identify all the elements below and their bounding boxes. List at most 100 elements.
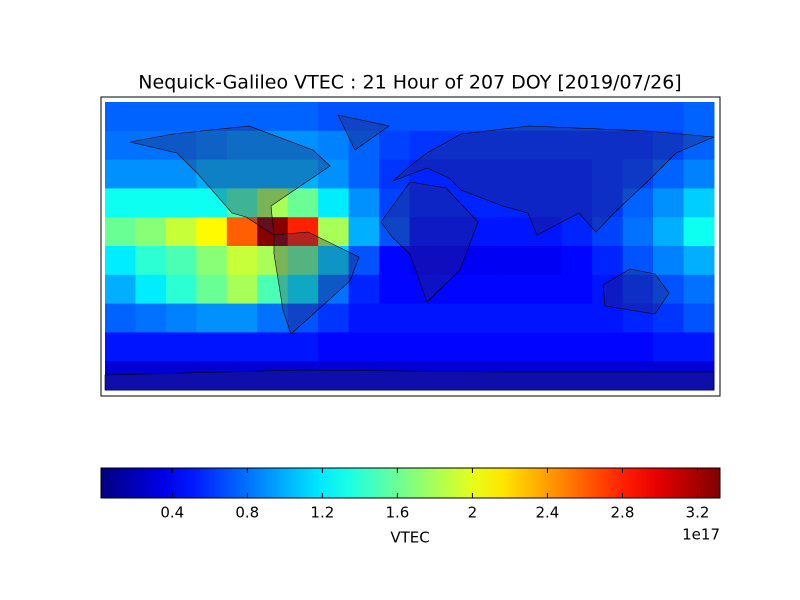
cell [439,130,471,161]
cell [622,303,654,333]
offset-label: 1e17 [682,526,720,544]
cell [653,102,685,132]
cell [226,159,258,189]
cell [348,102,380,132]
cell [592,102,624,132]
colorbar-tick-label: 0.8 [235,504,259,522]
cell [683,217,715,247]
cell [439,246,471,276]
cell [409,159,441,189]
cell [226,217,258,247]
cell [135,188,167,218]
australia [602,268,670,315]
cell [105,130,136,161]
cell [683,332,715,362]
cell [135,130,167,161]
cell [105,332,136,362]
cell [561,361,593,391]
cell [196,332,228,362]
colorbar-label: VTEC [390,529,429,547]
cell [135,332,167,362]
cell [257,246,289,276]
cell [531,217,563,247]
cell [470,361,502,391]
cell [379,246,410,276]
north-america [129,125,331,236]
cell [561,246,593,276]
cell [470,102,502,132]
cell [165,130,197,161]
cell [257,188,289,218]
cell [531,159,563,189]
cell [105,246,136,276]
cell [409,274,441,305]
cell [318,217,350,247]
cell [592,188,624,218]
cell [653,217,685,247]
cell [348,274,380,305]
south-america [273,231,360,335]
cell [196,102,228,132]
cell [561,188,593,218]
cell [348,130,380,161]
cell [196,274,228,305]
cell [653,361,685,391]
cell [409,332,441,362]
cell [257,159,289,189]
continents [104,114,715,391]
colorbar-tick-label: 2 [468,504,478,522]
cell [379,274,410,305]
cell [379,217,410,247]
cell [318,246,350,276]
cell [135,274,167,305]
cell [561,303,593,333]
cell [165,303,197,333]
cell [653,159,685,189]
cell [165,332,197,362]
antarctica [104,369,715,391]
cell [318,188,350,218]
cell [470,246,502,276]
cell [470,159,502,189]
cell [439,303,471,333]
cell [561,159,593,189]
cell [226,246,258,276]
cell [226,303,258,333]
cell [165,246,197,276]
cell [409,188,441,218]
cell [226,274,258,305]
cell [409,303,441,333]
cell [653,332,685,362]
cell [653,246,685,276]
cell [409,102,441,132]
cell [105,217,136,247]
cell [226,361,258,391]
cell [531,274,563,305]
africa [380,181,479,303]
cell [531,303,563,333]
cell [287,332,319,362]
cell [379,102,410,132]
cell [105,361,136,391]
cell [196,130,228,161]
cell [135,361,167,391]
cell [196,159,228,189]
colorbar-tick-label: 0.4 [160,504,184,522]
cell [348,332,380,362]
cell [683,246,715,276]
cell [196,188,228,218]
cell [622,361,654,391]
cell [287,188,319,218]
cell [592,246,624,276]
cell [105,274,136,305]
cell [653,130,685,161]
cell [348,361,380,391]
cell [257,332,289,362]
cell [287,102,319,132]
cell [622,159,654,189]
cell [561,130,593,161]
cell [257,130,289,161]
cell [165,361,197,391]
cell [318,361,350,391]
